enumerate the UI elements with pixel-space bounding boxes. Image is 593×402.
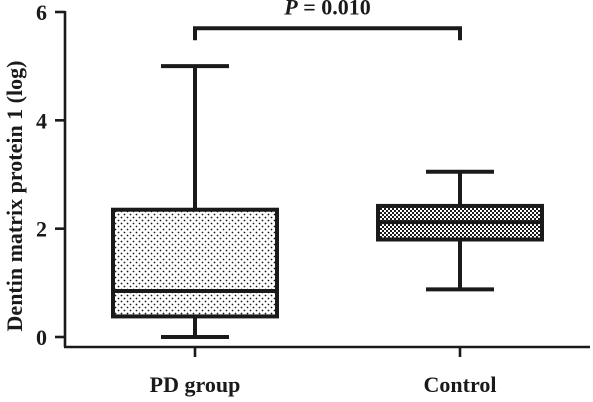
y-tick-label: 2	[36, 217, 47, 242]
p-symbol: P	[283, 0, 298, 19]
axes: 0 2 4 6 PD group Control	[36, 0, 590, 397]
y-axis-title: Dentin matrix protein 1 (log)	[2, 61, 27, 332]
y-tick-label: 0	[36, 325, 47, 350]
iqr-box	[111, 207, 279, 319]
box-control	[376, 169, 544, 292]
p-value: = 0.010	[298, 0, 371, 19]
significance-bracket	[193, 26, 462, 41]
box-pd-group	[111, 64, 279, 339]
x-category-label: PD group	[150, 372, 241, 397]
boxes	[111, 64, 544, 339]
y-tick-label: 6	[36, 0, 47, 25]
p-value-label: P = 0.010	[283, 0, 371, 19]
y-tick-label: 4	[36, 108, 47, 133]
significance-annotation: P = 0.010	[193, 0, 462, 41]
x-category-label: Control	[424, 372, 497, 397]
